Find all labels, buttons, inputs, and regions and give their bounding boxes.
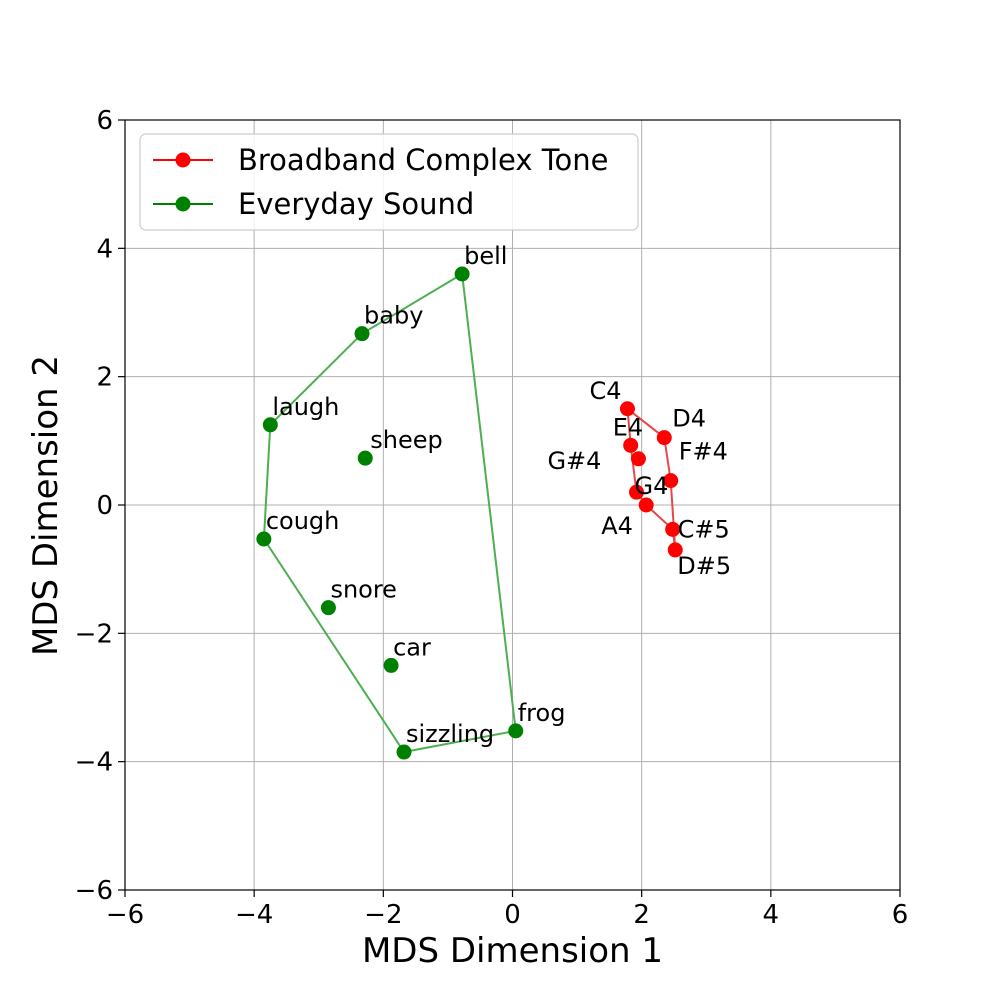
data-point-c4 bbox=[619, 401, 635, 417]
tick-layer: −6 −4 −2 0 2 4 6 −6 −4 −2 0 2 4 6 bbox=[75, 106, 909, 930]
data-point-snore bbox=[320, 600, 336, 616]
point-label-bell: bell bbox=[464, 242, 507, 270]
data-point-csharp5 bbox=[665, 521, 681, 537]
data-point-bell bbox=[454, 266, 470, 282]
point-label-a4: A4 bbox=[601, 512, 633, 540]
point-label-car: car bbox=[393, 633, 431, 661]
y-tick-label: −6 bbox=[75, 876, 113, 906]
y-tick-label: 4 bbox=[96, 234, 113, 264]
x-axis-label: MDS Dimension 1 bbox=[362, 931, 663, 971]
x-tick-label: −6 bbox=[106, 900, 144, 930]
point-label-snore: snore bbox=[330, 576, 397, 604]
data-point-car bbox=[383, 657, 399, 673]
point-label-dsharp5: D#5 bbox=[677, 552, 731, 580]
point-layer bbox=[256, 266, 683, 760]
legend-box bbox=[139, 133, 639, 231]
data-point-e4 bbox=[623, 437, 639, 453]
point-label-laugh: laugh bbox=[272, 393, 339, 421]
data-point-cough bbox=[256, 531, 272, 547]
data-point-gsharp4 bbox=[630, 451, 646, 467]
x-tick-label: 6 bbox=[892, 900, 909, 930]
legend: Broadband Complex Tone Everyday Sound bbox=[139, 133, 639, 231]
point-label-frog: frog bbox=[518, 699, 566, 727]
legend-everyday-marker bbox=[175, 196, 191, 212]
legend-tone-marker bbox=[175, 152, 191, 168]
data-point-dsharp5 bbox=[667, 542, 683, 558]
x-tick-label: 4 bbox=[763, 900, 780, 930]
y-tick-label: 0 bbox=[96, 491, 113, 521]
point-label-g4: G4 bbox=[635, 472, 669, 500]
data-point-sizzling bbox=[396, 744, 412, 760]
data-point-g4 bbox=[629, 484, 644, 500]
data-point-a4 bbox=[638, 497, 654, 513]
point-label-cough: cough bbox=[266, 507, 340, 535]
data-point-sheep bbox=[357, 450, 373, 466]
y-tick-label: −2 bbox=[75, 619, 113, 649]
y-axis-label: MDS Dimension 2 bbox=[26, 355, 66, 656]
point-label-gsharp4: G#4 bbox=[547, 447, 601, 475]
y-tick-label: −4 bbox=[75, 748, 113, 778]
y-tick-label: 6 bbox=[96, 106, 113, 136]
data-point-frog bbox=[508, 723, 524, 739]
point-label-fsharp4: F#4 bbox=[679, 438, 728, 466]
legend-everyday-label: Everyday Sound bbox=[238, 187, 474, 221]
data-point-d4 bbox=[656, 430, 672, 446]
x-tick-label: −4 bbox=[235, 900, 273, 930]
point-label-baby: baby bbox=[364, 302, 423, 330]
point-label-csharp5: C#5 bbox=[678, 515, 730, 543]
x-tick-label: −2 bbox=[364, 900, 402, 930]
data-point-baby bbox=[354, 326, 370, 342]
x-tick-label: 2 bbox=[633, 900, 650, 930]
point-label-c4: C4 bbox=[589, 377, 621, 405]
point-label-d4: D4 bbox=[672, 405, 706, 433]
point-label-sheep: sheep bbox=[370, 426, 442, 454]
point-label-sizzling: sizzling bbox=[406, 720, 494, 748]
x-tick-label: 0 bbox=[504, 900, 521, 930]
y-tick-label: 2 bbox=[96, 363, 113, 393]
point-label-e4: E4 bbox=[613, 413, 643, 441]
legend-tone-label: Broadband Complex Tone bbox=[238, 143, 608, 177]
data-point-laugh bbox=[262, 417, 278, 433]
data-point-fsharp4 bbox=[663, 473, 679, 489]
